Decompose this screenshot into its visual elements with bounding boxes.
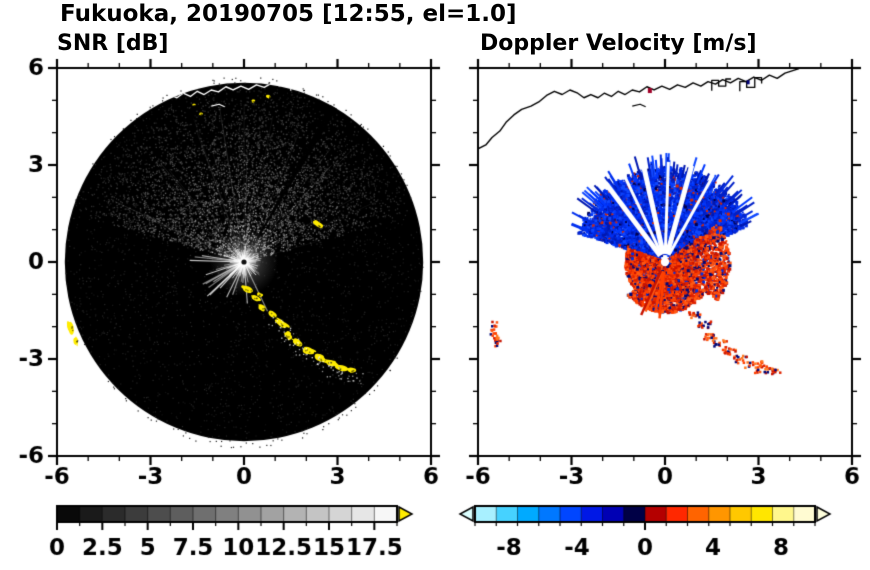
figure-title: Fukuoka, 20190705 [12:55, el=1.0] bbox=[60, 1, 517, 27]
snr-panel-title: SNR [dB] bbox=[57, 31, 169, 56]
doppler-panel-title: Doppler Velocity [m/s] bbox=[480, 31, 757, 56]
